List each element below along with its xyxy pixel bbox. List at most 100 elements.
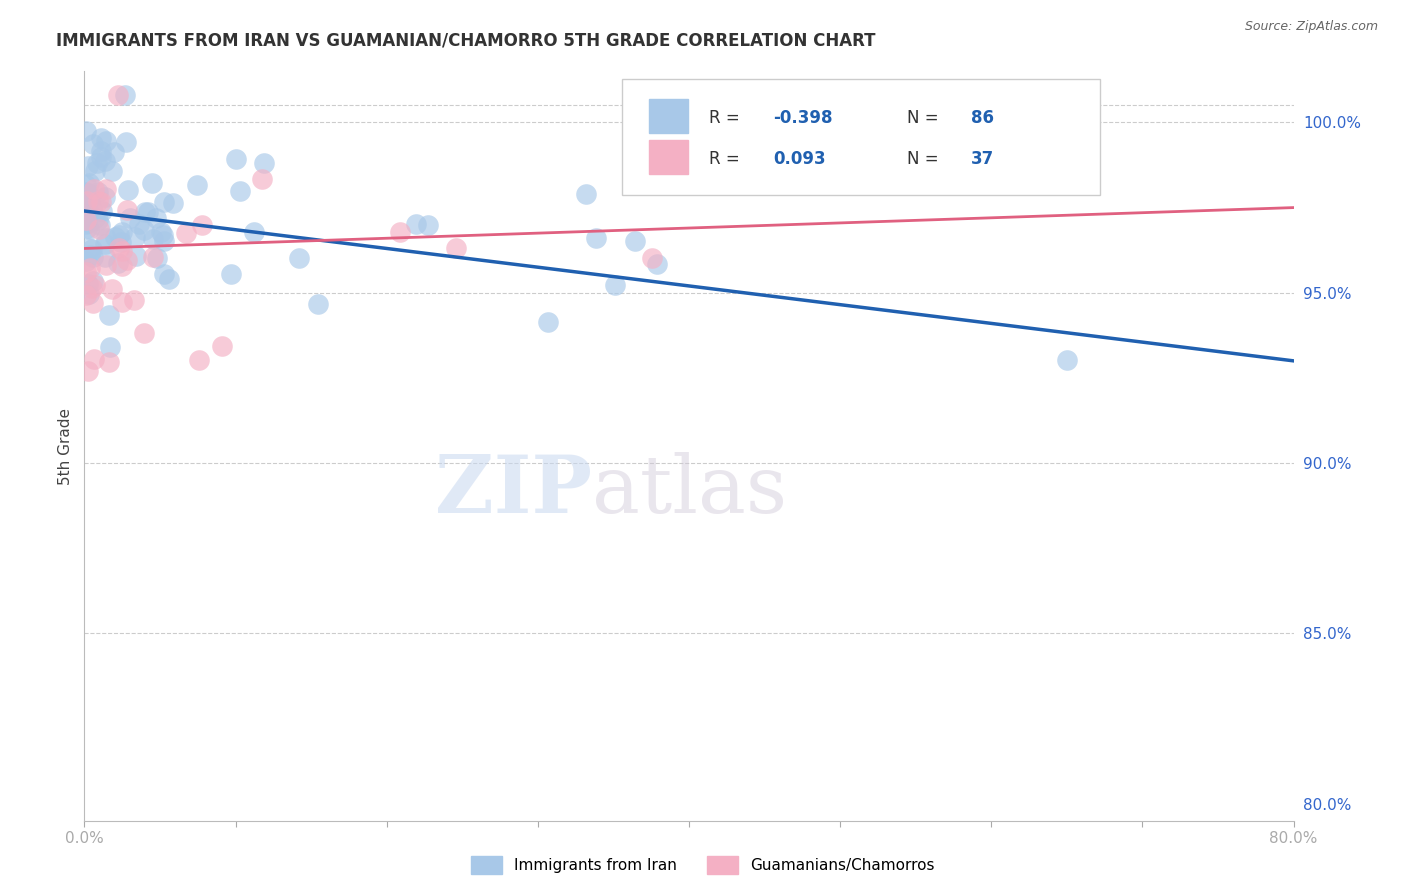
Point: [444, 241, 467, 255]
Legend: Immigrants from Iran, Guamanians/Chamorros: Immigrants from Iran, Guamanians/Chamorr…: [465, 850, 941, 880]
Text: 37: 37: [970, 150, 994, 168]
Point: [91, 204, 114, 219]
Point: [389, 225, 412, 239]
Point: [98, 308, 121, 322]
Point: [537, 315, 560, 329]
Point: [75, 185, 97, 199]
Point: [141, 176, 163, 190]
Point: [87, 194, 110, 208]
Point: [77, 204, 100, 219]
Point: [136, 204, 159, 219]
Point: [229, 184, 252, 198]
Point: [79, 260, 101, 275]
FancyBboxPatch shape: [650, 99, 688, 133]
Point: [77, 286, 100, 301]
Point: [75, 288, 97, 302]
Point: [585, 231, 607, 245]
Point: [288, 251, 311, 265]
Point: [104, 230, 127, 244]
Point: [152, 267, 174, 281]
Point: [307, 297, 329, 311]
Text: Source: ZipAtlas.com: Source: ZipAtlas.com: [1244, 20, 1378, 33]
Point: [101, 282, 124, 296]
Text: R =: R =: [710, 150, 745, 168]
Point: [221, 267, 243, 281]
Point: [101, 164, 124, 178]
Point: [84, 277, 107, 292]
Point: [111, 295, 134, 310]
Point: [100, 340, 122, 354]
Point: [107, 88, 129, 103]
FancyBboxPatch shape: [623, 78, 1099, 195]
Text: ZIP: ZIP: [436, 452, 592, 530]
Point: [225, 152, 247, 166]
Point: [110, 235, 132, 250]
Point: [94, 250, 117, 264]
Point: [117, 183, 139, 197]
Point: [82, 250, 104, 264]
FancyBboxPatch shape: [650, 140, 688, 174]
Point: [142, 251, 165, 265]
Point: [76, 216, 98, 230]
Point: [93, 190, 115, 204]
Point: [103, 145, 125, 159]
Point: [250, 172, 273, 186]
Point: [605, 277, 627, 292]
Point: [111, 225, 134, 239]
Point: [253, 155, 276, 169]
Point: [80, 191, 103, 205]
Point: [82, 296, 104, 310]
Point: [115, 252, 138, 267]
Text: 86: 86: [970, 109, 994, 127]
Point: [77, 159, 100, 173]
Point: [128, 217, 150, 231]
Point: [82, 201, 104, 215]
Point: [75, 213, 97, 227]
Point: [77, 364, 100, 378]
Point: [188, 353, 211, 368]
Point: [134, 326, 156, 340]
Point: [94, 153, 117, 168]
Point: [134, 205, 156, 219]
Point: [118, 211, 141, 226]
Point: [94, 182, 117, 196]
Point: [108, 227, 131, 242]
Point: [89, 218, 111, 232]
Point: [124, 230, 146, 244]
Point: [83, 164, 105, 178]
Point: [94, 134, 117, 148]
Point: [80, 281, 103, 295]
Point: [77, 241, 100, 255]
Point: [1056, 352, 1078, 367]
Point: [111, 244, 134, 258]
Point: [76, 277, 98, 292]
Point: [107, 241, 129, 255]
Point: [107, 256, 129, 270]
Point: [76, 221, 98, 235]
Text: IMMIGRANTS FROM IRAN VS GUAMANIAN/CHAMORRO 5TH GRADE CORRELATION CHART: IMMIGRANTS FROM IRAN VS GUAMANIAN/CHAMOR…: [56, 31, 876, 49]
Point: [79, 176, 101, 190]
Point: [111, 260, 134, 274]
Point: [75, 265, 97, 279]
Point: [75, 253, 97, 268]
Point: [90, 150, 112, 164]
Text: R =: R =: [710, 109, 745, 127]
Point: [75, 178, 97, 192]
Point: [162, 196, 184, 211]
Point: [97, 355, 120, 369]
Point: [115, 135, 138, 149]
Point: [149, 225, 172, 239]
Point: [82, 242, 104, 256]
Y-axis label: 5th Grade: 5th Grade: [58, 408, 73, 484]
Point: [157, 271, 180, 285]
Point: [122, 293, 145, 307]
Point: [90, 131, 112, 145]
Point: [79, 248, 101, 262]
Text: -0.398: -0.398: [773, 109, 834, 127]
Text: 0.093: 0.093: [773, 150, 827, 168]
Point: [152, 234, 174, 248]
Text: N =: N =: [907, 150, 943, 168]
Point: [186, 178, 208, 192]
Point: [94, 231, 117, 245]
Point: [146, 251, 169, 265]
